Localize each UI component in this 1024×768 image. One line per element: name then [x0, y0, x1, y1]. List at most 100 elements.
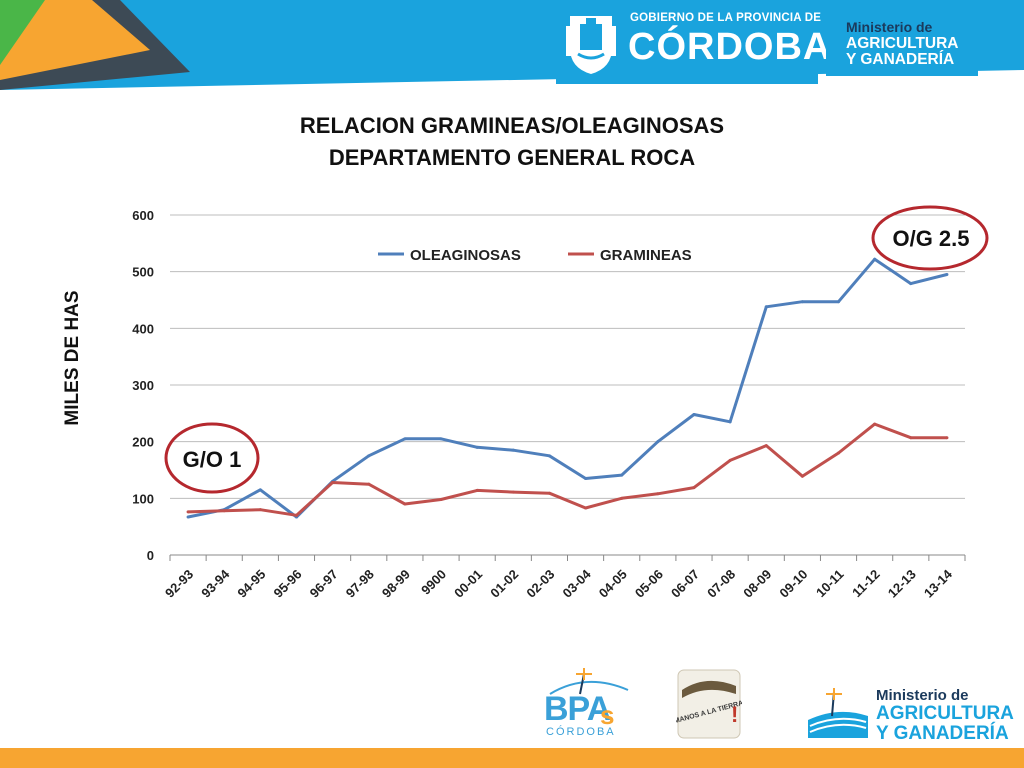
footer-stripe: [0, 748, 1024, 768]
x-tick-label: 12-13: [885, 567, 919, 601]
ministry-line3: Y GANADERÍA: [846, 51, 955, 68]
x-tick-label: 11-12: [849, 567, 883, 601]
data-point-gramineas: [367, 482, 371, 486]
series-line-gramineas: [188, 422, 947, 517]
x-tick-label: 10-11: [813, 567, 847, 601]
chart-title-line1: RELACION GRAMINEAS/OLEAGINOSAS: [299, 113, 725, 138]
ministry-line2: AGRICULTURA: [846, 35, 959, 52]
data-point-oleaginosas: [511, 448, 515, 452]
x-tick-label: 04-05: [596, 567, 630, 601]
chart-title: RELACION GRAMINEAS/OLEAGINOSAS DEPARTAME…: [212, 110, 812, 174]
data-point-oleaginosas: [873, 257, 877, 261]
data-point-oleaginosas: [584, 477, 588, 480]
data-point-gramineas: [945, 436, 949, 440]
x-tick-label: 08-09: [740, 567, 774, 601]
x-tick-label: 93-94: [198, 566, 233, 601]
bpas-s-text: s: [600, 700, 615, 730]
data-point-gramineas: [873, 422, 877, 426]
gov-title-large: CÓRDOBA: [628, 26, 832, 68]
data-point-gramineas: [728, 458, 732, 462]
data-point-oleaginosas: [403, 437, 407, 441]
x-tick-label: 05-06: [632, 567, 666, 601]
x-tick-label: 94-95: [234, 567, 268, 601]
x-tick-label: 07-08: [704, 567, 738, 601]
ministry-line1: Ministerio de: [846, 19, 933, 35]
windmill-icon: [549, 668, 629, 695]
x-tick-label: 98-99: [379, 567, 413, 601]
data-point-oleaginosas: [692, 412, 696, 416]
x-tick-label: 9900: [418, 567, 449, 598]
y-tick-label: 100: [132, 491, 154, 506]
data-point-gramineas: [258, 508, 262, 512]
ministry-footer-line1: Ministerio de: [876, 687, 969, 704]
data-point-gramineas: [186, 510, 190, 514]
y-tick-label: 200: [132, 435, 154, 450]
y-tick-label: 600: [132, 208, 154, 223]
bpas-cordoba-logo: BPA s CÓRDOBA: [540, 668, 632, 742]
y-tick-label: 300: [132, 378, 154, 393]
x-tick-label: 95-96: [270, 567, 304, 601]
field-icon: [808, 688, 868, 738]
x-tick-label: 03-04: [560, 566, 595, 601]
annotation-go-ratio: G/O 1: [183, 447, 242, 472]
data-point-gramineas: [620, 496, 624, 500]
y-tick-label: 0: [147, 548, 154, 563]
data-point-gramineas: [909, 436, 913, 440]
data-point-oleaginosas: [439, 437, 443, 441]
data-point-gramineas: [294, 513, 298, 517]
gov-title-small: GOBIERNO DE LA PROVINCIA DE: [630, 12, 822, 24]
data-point-gramineas: [439, 497, 443, 501]
bpas-sub-text: CÓRDOBA: [546, 726, 616, 738]
cordoba-shield-icon: [566, 16, 616, 74]
legend-label-gramineas: GRAMINEAS: [600, 247, 692, 264]
data-point-gramineas: [764, 444, 768, 448]
annotation-circle-og: [871, 205, 989, 271]
manos-a-la-tierra-logo: MANOS A LA TIERRA !: [676, 669, 742, 739]
data-point-oleaginosas: [475, 445, 479, 449]
x-tick-label: 13-14: [921, 566, 956, 601]
x-tick-label: 00-01: [451, 567, 485, 601]
x-tick-label: 09-10: [776, 567, 810, 601]
x-tick-label: 02-03: [523, 567, 557, 601]
y-tick-label: 400: [132, 321, 154, 336]
data-point-gramineas: [837, 451, 841, 455]
ministry-footer-line3: Y GANADERÍA: [876, 723, 1009, 744]
data-point-oleaginosas: [656, 440, 660, 444]
data-point-oleaginosas: [547, 454, 551, 458]
bpas-text: BPA: [544, 690, 611, 728]
ministerio-logo-footer: Ministerio de AGRICULTURA Y GANADERÍA: [806, 684, 1018, 744]
gobierno-cordoba-logo: GOBIERNO DE LA PROVINCIA DE CÓRDOBA: [556, 0, 830, 84]
data-point-gramineas: [331, 480, 335, 484]
annotation-circle-go: [164, 422, 260, 494]
data-point-gramineas: [475, 488, 479, 492]
data-point-oleaginosas: [764, 305, 768, 309]
data-point-oleaginosas: [837, 300, 841, 304]
data-point-oleaginosas: [620, 473, 624, 477]
data-point-gramineas: [511, 490, 515, 494]
data-point-oleaginosas: [728, 420, 732, 424]
annotation-og-ratio: O/G 2.5: [892, 226, 969, 251]
chart-title-line2: DEPARTAMENTO GENERAL ROCA: [328, 145, 696, 170]
x-tick-label: 06-07: [668, 567, 702, 601]
ministry-footer-line2: AGRICULTURA: [876, 703, 1014, 724]
data-point-gramineas: [403, 502, 407, 506]
data-point-oleaginosas: [909, 282, 913, 286]
data-point-gramineas: [692, 486, 696, 490]
data-point-oleaginosas: [186, 515, 190, 519]
data-point-oleaginosas: [945, 273, 949, 276]
y-tick-label: 500: [132, 265, 154, 280]
x-tick-label: 92-93: [162, 567, 196, 601]
exclamation-icon: !: [731, 702, 738, 727]
series-line-oleaginosas: [187, 257, 948, 519]
data-point-oleaginosas: [800, 300, 804, 304]
x-tick-label: 97-98: [343, 567, 377, 601]
data-point-gramineas: [656, 492, 660, 496]
y-axis-label: MILES DE HAS: [62, 290, 83, 425]
data-point-gramineas: [547, 491, 551, 495]
data-point-oleaginosas: [258, 488, 262, 492]
x-tick-label: 96-97: [307, 567, 341, 601]
data-point-gramineas: [222, 509, 226, 513]
ministerio-logo-header: Ministerio de AGRICULTURA Y GANADERÍA: [826, 12, 978, 76]
data-point-gramineas: [800, 474, 804, 478]
